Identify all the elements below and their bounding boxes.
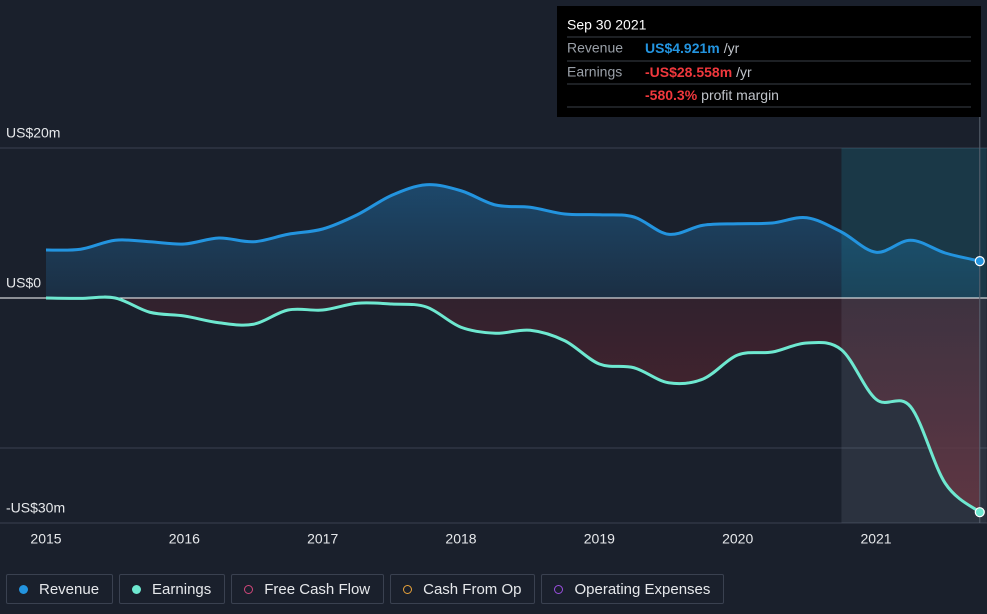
unit: /yr [736, 64, 752, 80]
line [45, 295, 981, 514]
y-tick-label: US$20m [6, 125, 60, 141]
tooltip-date: Sep 30 2021 [567, 17, 647, 33]
line [45, 183, 981, 263]
legend-label: Operating Expenses [574, 580, 711, 598]
tooltip-label: Revenue [567, 40, 623, 56]
area [46, 184, 980, 298]
value: US$4.921m [645, 40, 720, 56]
legend-label: Revenue [39, 580, 100, 598]
x-tick-label: 2018 [445, 531, 476, 547]
legend-item[interactable]: Earnings [119, 574, 226, 604]
legend-label: Cash From Op [423, 580, 522, 598]
legend-dot [554, 584, 564, 594]
y-tick-label: US$0 [6, 275, 41, 291]
tooltip-value: US$4.921m/yr [645, 40, 740, 56]
legend-item[interactable]: Cash From Op [390, 574, 536, 604]
legend-dot [244, 584, 254, 594]
chart: US$20m US$0 -US$30m 2015 2016 2017 2018 2019 202… [0, 6, 987, 547]
legend-dot [403, 584, 413, 594]
end-point [974, 255, 985, 267]
legend-dot [132, 584, 142, 594]
margin-value: -580.3% [645, 87, 698, 103]
end-point [974, 507, 985, 518]
legend-label: Free Cash Flow [264, 580, 371, 598]
y-tick-label: -US$30m [6, 500, 65, 516]
margin-text: profit margin [701, 87, 779, 103]
legend-item[interactable]: Revenue [6, 574, 114, 604]
tooltip-value: -US$28.558m/yr [645, 64, 752, 80]
legend-item[interactable]: Operating Expenses [541, 574, 725, 604]
legend-label: Earnings [152, 580, 212, 598]
unit: /yr [724, 40, 740, 56]
legend-item[interactable]: Free Cash Flow [231, 574, 385, 604]
x-tick-label: 2020 [722, 531, 753, 547]
x-tick-label: 2019 [584, 531, 615, 547]
x-tick-label: 2021 [860, 531, 891, 547]
x-tick-label: 2015 [30, 531, 61, 547]
x-tick-label: 2017 [307, 531, 338, 547]
value: -US$28.558m [645, 64, 732, 80]
legend-dot [19, 584, 28, 594]
legend: Revenue Earnings Free Cash Flow Cash From O… [6, 574, 725, 604]
tooltip-label: Earnings [567, 64, 622, 80]
highlight-region [841, 148, 987, 298]
tooltip-margin: -580.3% profit margin [645, 87, 779, 103]
area [46, 297, 980, 513]
x-tick-label: 2016 [169, 531, 200, 547]
